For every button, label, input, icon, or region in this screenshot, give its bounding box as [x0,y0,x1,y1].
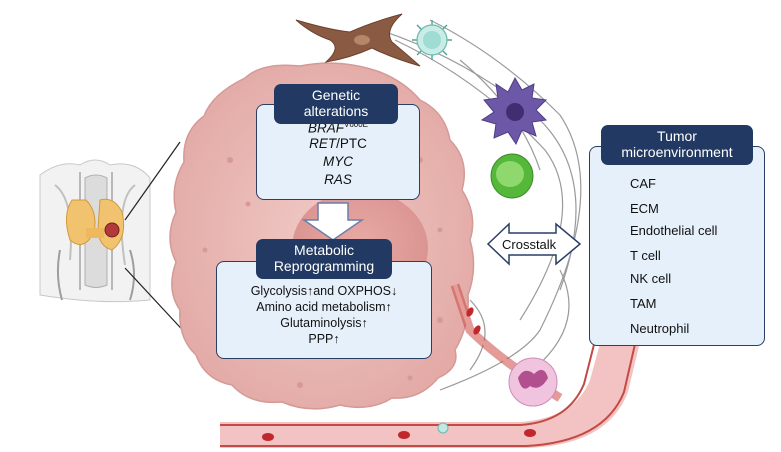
neutrophil-cell [508,357,558,407]
ras-text: RAS [324,172,352,187]
legend-label-ecm: ECM [630,201,659,216]
zoom-line-top [124,141,181,221]
myc-text: MYC [323,154,353,169]
genetic-title-line2: alterations [303,103,369,119]
t-cell [412,20,452,60]
legend-label-caf: CAF [630,176,656,191]
braf-text: BRAFV600E [307,120,369,136]
tme-title-line2: microenvironment [621,144,733,160]
legend-label-nk-cell: NK cell [630,271,672,286]
legend-label-tam: TAM [630,296,657,311]
metabolic-title-line1: Metabolic [294,242,354,258]
genetic-title-line1: Genetic [311,87,361,103]
ret-text: RET/PTC [309,136,367,151]
tumor-microenvironment-header: Tumor microenvironment [601,125,753,165]
metabolic-line-2: Amino acid metabolism↑ [256,300,392,314]
metabolic-reprogramming-header: Metabolic Reprogramming [256,239,392,279]
metabolic-line-1: Glycolysis↑and OXPHOS↓ [250,284,398,298]
metabolic-line-4: PPP↑ [308,332,340,346]
zoom-line-bottom [124,267,191,339]
legend-label-t-cell: T cell [630,248,661,263]
metabolic-title-line2: Reprogramming [273,258,375,274]
genetic-alterations-header: Genetic alterations [274,84,398,124]
tme-title-line1: Tumor [657,128,697,144]
legend-label-endothelial-cell: Endothelial cell [630,223,718,238]
thyroid-neck-illustration [39,159,151,303]
tumor-microenvironment-box [589,146,765,346]
ecm-fibers [379,19,582,391]
nk-cell [490,153,534,199]
crosstalk-label: Crosstalk [502,237,557,252]
crosstalk-arrow[interactable] [486,222,582,266]
metabolic-line-3: Glutaminolysis↑ [280,316,368,330]
down-arrow [301,202,365,241]
legend-label-neutrophil: Neutrophil [630,321,690,336]
